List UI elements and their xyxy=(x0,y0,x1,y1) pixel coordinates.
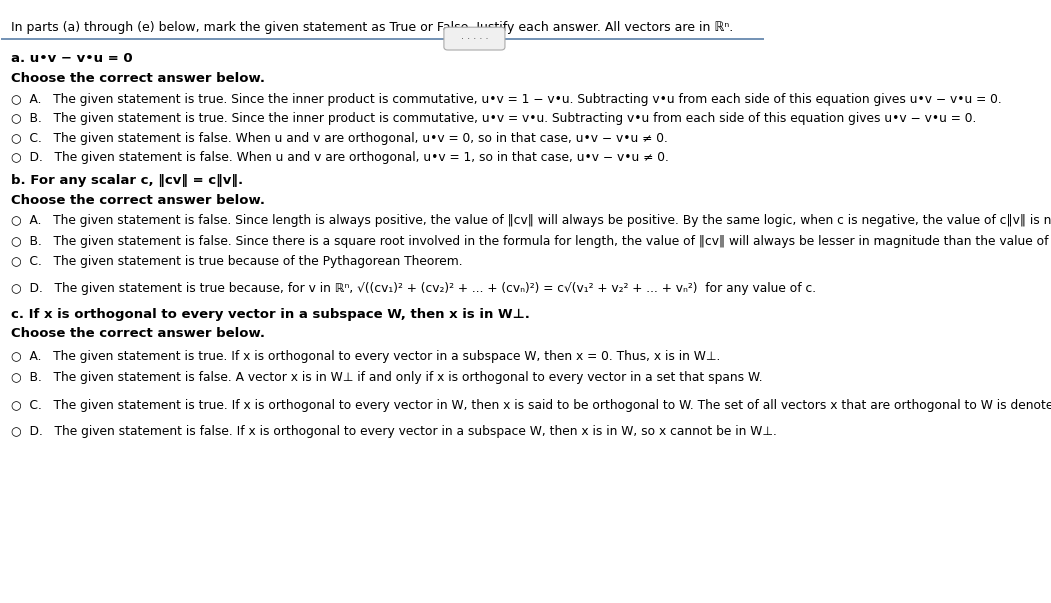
Text: c. If x is orthogonal to every vector in a subspace W, then x is in W⊥.: c. If x is orthogonal to every vector in… xyxy=(11,308,530,321)
Text: ○  C.   The given statement is true. If x is orthogonal to every vector in W, th: ○ C. The given statement is true. If x i… xyxy=(11,399,1051,412)
Text: ○  A.   The given statement is true. If x is orthogonal to every vector in a sub: ○ A. The given statement is true. If x i… xyxy=(11,350,720,362)
Text: ○  B.   The given statement is false. A vector x is in W⊥ if and only if x is or: ○ B. The given statement is false. A vec… xyxy=(11,371,762,384)
Text: ○  B.   The given statement is true. Since the inner product is commutative, u•v: ○ B. The given statement is true. Since … xyxy=(11,112,976,125)
Text: ○  A.   The given statement is false. Since length is always positive, the value: ○ A. The given statement is false. Since… xyxy=(11,215,1051,227)
Text: ○  B.   The given statement is false. Since there is a square root involved in t: ○ B. The given statement is false. Since… xyxy=(11,236,1051,248)
Text: Choose the correct answer below.: Choose the correct answer below. xyxy=(11,194,265,207)
FancyBboxPatch shape xyxy=(444,27,504,50)
Text: ○  C.   The given statement is false. When u and v are orthogonal, u•v = 0, so i: ○ C. The given statement is false. When … xyxy=(11,131,667,145)
Text: a. u•v − v•u = 0: a. u•v − v•u = 0 xyxy=(11,52,132,65)
Text: ○  A.   The given statement is true. Since the inner product is commutative, u•v: ○ A. The given statement is true. Since … xyxy=(11,93,1002,106)
Text: Choose the correct answer below.: Choose the correct answer below. xyxy=(11,72,265,85)
Text: Choose the correct answer below.: Choose the correct answer below. xyxy=(11,327,265,339)
Text: In parts (a) through (e) below, mark the given statement as True or False. Justi: In parts (a) through (e) below, mark the… xyxy=(11,21,733,34)
Text: ○  D.   The given statement is false. When u and v are orthogonal, u•v = 1, so i: ○ D. The given statement is false. When … xyxy=(11,151,668,164)
Text: ○  D.   The given statement is true because, for v in ℝⁿ, √((cv₁)² + (cv₂)² + ..: ○ D. The given statement is true because… xyxy=(11,282,816,295)
Text: b. For any scalar c, ‖cv‖ = c‖v‖.: b. For any scalar c, ‖cv‖ = c‖v‖. xyxy=(11,174,243,188)
Text: ○  C.   The given statement is true because of the Pythagorean Theorem.: ○ C. The given statement is true because… xyxy=(11,254,462,268)
Text: · · · · ·: · · · · · xyxy=(460,34,488,43)
Text: ○  D.   The given statement is false. If x is orthogonal to every vector in a su: ○ D. The given statement is false. If x … xyxy=(11,425,777,438)
